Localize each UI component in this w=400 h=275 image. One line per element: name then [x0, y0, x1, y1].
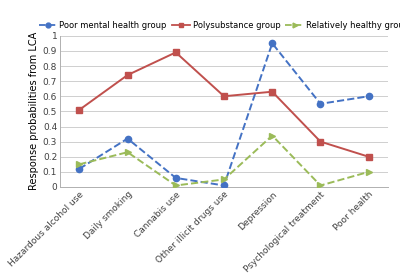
Legend: Poor mental health group, Polysubstance group, Relatively healthy group: Poor mental health group, Polysubstance … [39, 21, 400, 30]
Y-axis label: Response probabilities from LCA: Response probabilities from LCA [29, 32, 39, 191]
